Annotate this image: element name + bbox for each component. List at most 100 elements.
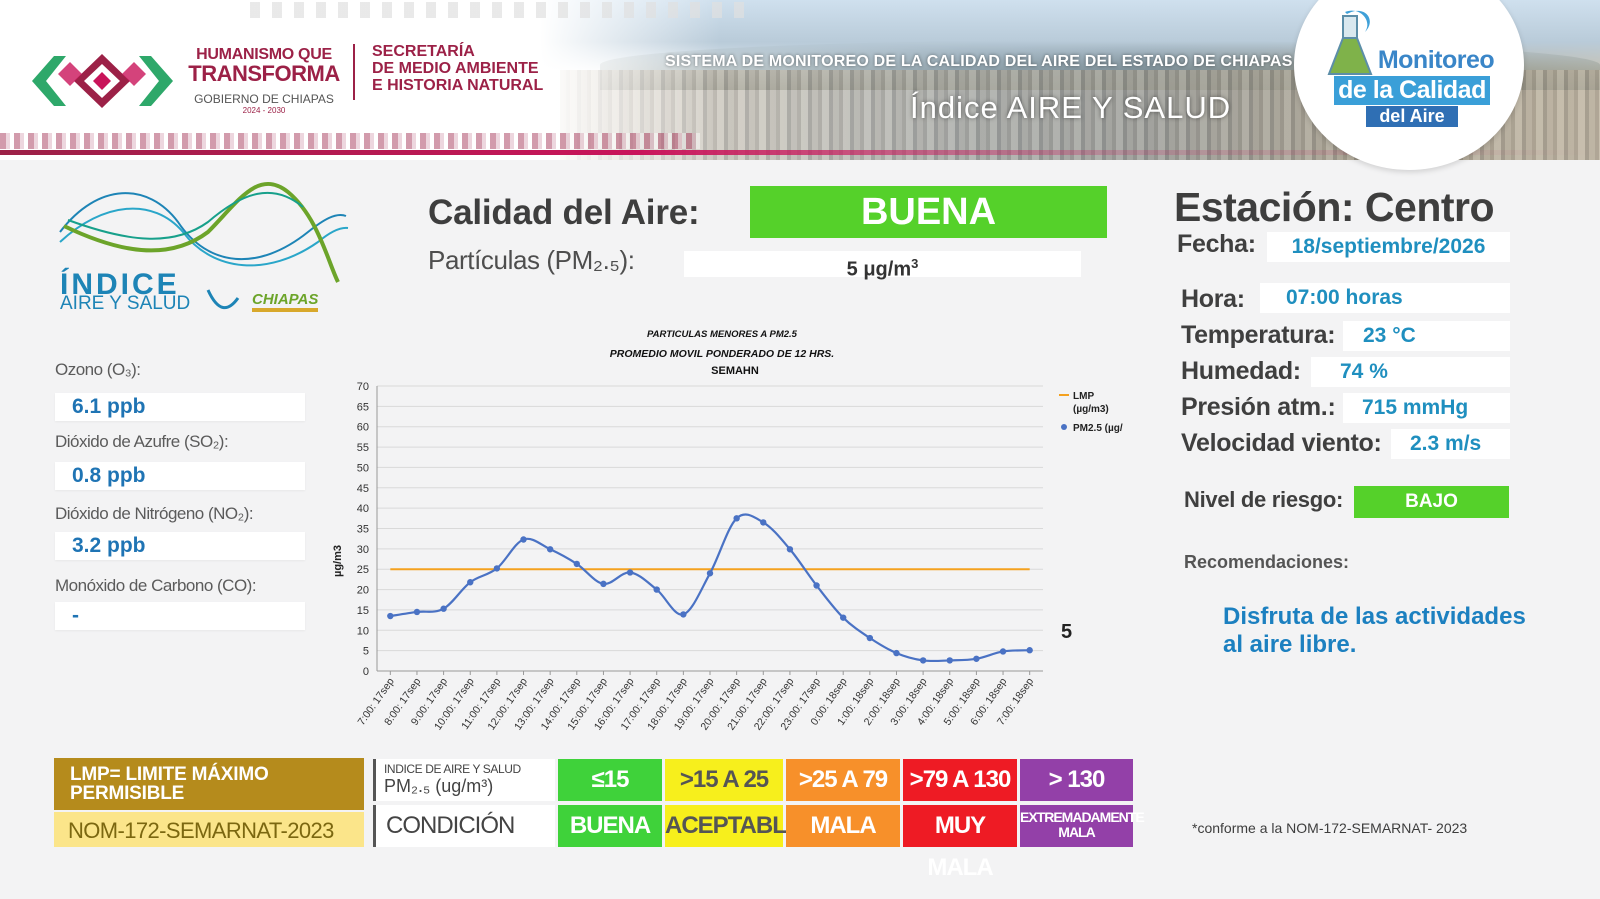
- pressure-label: Presión atm.:: [1181, 393, 1336, 421]
- y-tick-label: 0: [363, 666, 369, 678]
- pm25-point: [786, 546, 794, 553]
- y-tick-label: 65: [357, 401, 369, 413]
- risk-badge: BAJO: [1354, 486, 1509, 518]
- pm25-point: [520, 536, 527, 543]
- pm25-point: [573, 560, 580, 568]
- humidity-value: 74 %: [1311, 357, 1510, 387]
- scale-range-2: >25 A 79: [786, 759, 900, 801]
- pm25-point: [546, 546, 554, 553]
- temperature-value: 23 °C: [1343, 321, 1510, 351]
- scale-range-0: ≤15: [558, 759, 662, 801]
- legend-pm25-swatch: [1061, 424, 1067, 430]
- pm25-point: [813, 582, 820, 589]
- pm25-point: [493, 565, 501, 572]
- chart-grid: [376, 385, 1043, 672]
- divider: [353, 44, 355, 100]
- system-title: SISTEMA DE MONITOREO DE LA CALIDAD DEL A…: [665, 53, 1293, 70]
- station-title: Estación: Centro: [1174, 184, 1495, 230]
- y-tick-label: 50: [357, 462, 369, 474]
- y-tick-label: 45: [357, 483, 369, 495]
- chart-series: [387, 513, 1033, 664]
- pm25-point: [600, 580, 607, 588]
- y-tick-label: 15: [357, 605, 369, 617]
- chart-y-ticks: 0 5 10 15 20 25 30 35 40 45 50 55 60 65 70: [357, 381, 369, 678]
- pm25-point: [467, 579, 474, 586]
- chart-last-value-label: 5: [1061, 621, 1072, 643]
- chart-legend: LMP (µg/m3) PM2.5 (µg/: [1059, 391, 1123, 434]
- scale-condition-header: CONDICIÓN: [373, 805, 555, 847]
- wind-speed-value: 2.3 m/s: [1391, 429, 1510, 459]
- monitoring-badge-text: Monitoreo de la Calidad del Aire: [1322, 46, 1502, 127]
- pm25-chart: PARTICULAS MENORES A PM2.5 PROMEDIO MOVI…: [332, 329, 1123, 732]
- no2-label: Dióxido de Nitrógeno (NO₂):: [55, 504, 254, 523]
- recommendation-text: Disfruta de las actividades al aire libr…: [1223, 603, 1526, 658]
- pm25-point: [733, 515, 740, 522]
- scale-range-3: >79 A 130: [903, 759, 1017, 801]
- legend-lmp-unit: (µg/m3): [1073, 404, 1109, 415]
- norm-reference: NOM-172-SEMARNAT-2023: [54, 812, 364, 847]
- pm25-point: [919, 657, 927, 664]
- wind-speed-label: Velocidad viento:: [1181, 429, 1382, 457]
- lmp-definition: LMP= LIMITE MÁXIMO PERMISIBLE: [54, 758, 364, 810]
- y-tick-label: 70: [357, 381, 369, 393]
- indice-logo-title: ÍNDICE: [60, 268, 180, 301]
- decorative-pattern: [0, 133, 700, 149]
- chart-title-line3: SEMAHN: [711, 365, 759, 377]
- indice-logo-subtitle: AIRE Y SALUD: [60, 293, 191, 314]
- air-quality-label: Calidad del Aire:: [428, 193, 700, 232]
- humidity-label: Humedad:: [1181, 357, 1301, 385]
- pm25-label: Partículas (PM₂.₅):: [428, 245, 635, 275]
- chart-title-line1: PARTICULAS MENORES A PM2.5: [647, 329, 798, 340]
- air-quality-status: BUENA: [750, 186, 1107, 238]
- pm25-point: [893, 649, 900, 657]
- so2-label: Dióxido de Azufre (SO₂):: [55, 432, 229, 451]
- scale-condition-0: BUENA: [558, 805, 662, 847]
- pm25-value: 5 μg/m3: [684, 251, 1081, 281]
- chart-y-axis-label: µg/m3: [332, 545, 344, 577]
- time-label: Hora:: [1181, 285, 1245, 313]
- scale-condition-3: MUY MALA: [903, 805, 1017, 881]
- pm25-line: [390, 513, 1030, 663]
- y-tick-label: 35: [357, 524, 369, 536]
- indice-logo-icon: [59, 182, 349, 309]
- pm25-point: [653, 586, 660, 593]
- pm25-point: [840, 614, 847, 621]
- pm25-point: [387, 612, 394, 620]
- government-name: HUMANISMO QUE TRANSFORMA GOBIERNO DE CHI…: [188, 46, 340, 115]
- scale-range-4: > 130: [1020, 759, 1133, 801]
- index-scale-table: INDICE DE AIRE Y SALUD PM₂.₅ (ug/m³) CON…: [373, 759, 1145, 881]
- pm25-point: [999, 648, 1007, 655]
- time-value: 07:00 horas: [1260, 283, 1510, 313]
- indice-logo-state: CHIAPAS: [252, 292, 319, 312]
- pm25-point: [760, 519, 767, 526]
- index-title: Índice AIRE Y SALUD: [910, 90, 1232, 125]
- pm25-point: [440, 605, 447, 612]
- pm25-point: [680, 611, 687, 618]
- date-value: 18/septiembre/2026: [1267, 232, 1510, 262]
- chart-title-line2: PROMEDIO MOVIL PONDERADO DE 12 HRS.: [610, 348, 835, 360]
- ozone-label: Ozono (O₃):: [55, 360, 141, 379]
- temperature-label: Temperatura:: [1181, 321, 1336, 349]
- no2-value: 3.2 ppb: [55, 532, 305, 560]
- y-tick-label: 10: [357, 625, 369, 637]
- flask-icon: [1327, 10, 1373, 75]
- pm25-point: [1026, 647, 1033, 654]
- date-label: Fecha:: [1177, 230, 1256, 258]
- scale-condition-2: MALA: [786, 805, 900, 847]
- pressure-value: 715 mmHg: [1343, 393, 1510, 423]
- pm25-point: [973, 655, 980, 662]
- risk-label: Nivel de riesgo:: [1184, 487, 1344, 512]
- y-tick-label: 55: [357, 442, 369, 454]
- co-value: -: [55, 602, 305, 630]
- pm25-point: [413, 608, 421, 616]
- y-tick-label: 20: [357, 585, 369, 597]
- scale-header: INDICE DE AIRE Y SALUD PM₂.₅ (ug/m³): [373, 759, 555, 801]
- pm25-point: [946, 657, 953, 664]
- pm25-point: [626, 569, 634, 576]
- government-logo-icon: [32, 54, 173, 108]
- y-tick-label: 40: [357, 503, 369, 515]
- pm25-point: [866, 634, 874, 642]
- y-tick-label: 30: [357, 544, 369, 556]
